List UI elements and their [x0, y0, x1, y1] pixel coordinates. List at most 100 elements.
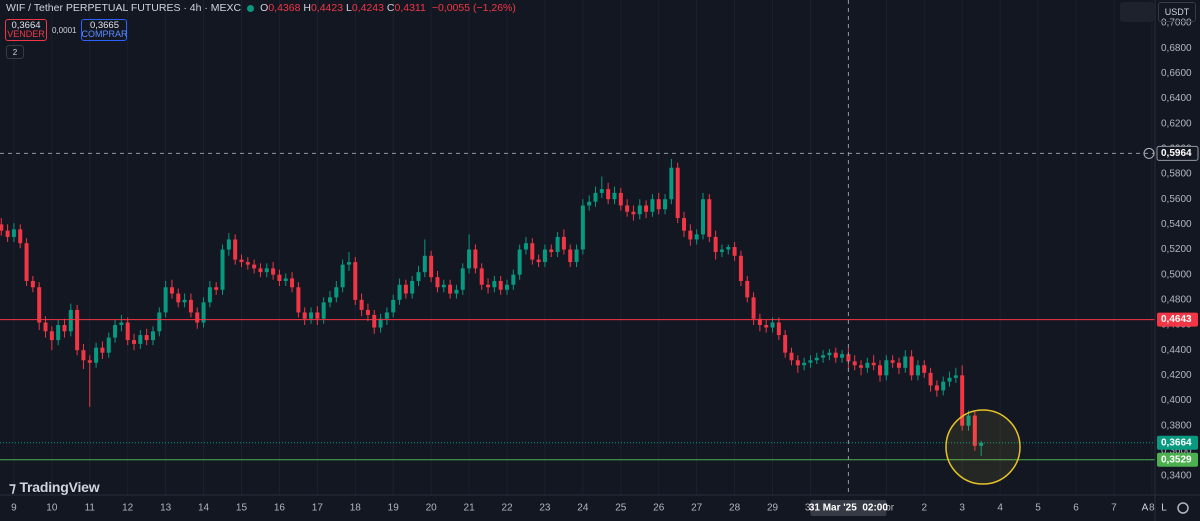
candle-body	[833, 352, 838, 358]
ohlc-key: O	[260, 2, 269, 14]
ohlc-key: H	[303, 2, 311, 14]
candle-body	[498, 280, 503, 290]
candle-body	[549, 249, 554, 253]
candle-body	[846, 354, 851, 362]
candle-body	[580, 205, 585, 250]
time-tag-label: 31 Mar '25 02:00	[809, 503, 889, 514]
candle-body	[795, 360, 800, 366]
collapse-button[interactable]: 2	[6, 45, 24, 59]
ohlc-key: L	[346, 2, 352, 14]
candle-body	[726, 246, 731, 250]
candle-body	[157, 312, 162, 332]
ohlc-value: 0,4243	[351, 2, 384, 14]
settings-icon[interactable]	[1177, 502, 1189, 514]
candle-body	[328, 297, 332, 303]
candle-body	[713, 236, 718, 253]
candle-body	[663, 199, 668, 210]
y-tick-label: 0,4400	[1161, 345, 1192, 356]
drawing-tool[interactable]	[1120, 2, 1154, 22]
ohlc: O0,4368 H0,4423 L0,4243 C0,4311	[260, 2, 426, 14]
candle-body	[814, 357, 819, 361]
candle-body	[517, 249, 522, 275]
candle-body	[511, 274, 516, 285]
x-tick-label: 14	[198, 503, 210, 514]
x-tick-label: 10	[46, 503, 58, 514]
brand-logo: ⁊ TradingView	[9, 479, 100, 495]
candle-body	[821, 355, 826, 358]
candle-body	[625, 205, 630, 212]
x-tick-label: 21	[464, 503, 476, 514]
candle-body	[334, 287, 339, 298]
candle-body	[258, 268, 263, 273]
candle-body	[195, 312, 200, 323]
candle-body	[593, 192, 598, 202]
crosshair-plus	[1143, 147, 1155, 159]
x-tick-label: 29	[767, 503, 779, 514]
candle-body	[827, 352, 832, 356]
candle-body	[928, 372, 933, 386]
x-tick-label: 27	[691, 503, 703, 514]
y-tick-label: 0,7000	[1161, 18, 1192, 29]
axis-button: A	[1142, 503, 1149, 514]
candle-body	[840, 354, 845, 358]
candle-body	[5, 230, 10, 237]
candle-body	[947, 377, 952, 382]
currency[interactable]: USDT	[1158, 2, 1196, 22]
y-tick-label: 0,5800	[1161, 169, 1192, 180]
y-tick-label: 0,6400	[1161, 93, 1192, 104]
x-tick-label: 4	[997, 503, 1003, 514]
candle-body	[100, 347, 105, 353]
candle-body	[922, 365, 927, 373]
candle-body	[429, 255, 434, 278]
candle-body	[30, 280, 35, 288]
buy-price: 0,3665	[89, 20, 119, 31]
candle-body	[871, 362, 876, 366]
buy-button[interactable]: 0,3665 COMPRAR	[81, 19, 127, 41]
x-tick-label: 7	[1111, 503, 1117, 514]
x-tick-label: Abr	[879, 503, 895, 514]
candle-body	[859, 365, 864, 368]
candle-body	[87, 360, 92, 363]
candle-body	[953, 375, 958, 378]
x-tick-label: 3	[959, 503, 965, 514]
x-tick-label: 28	[729, 503, 741, 514]
candle-body	[934, 385, 939, 391]
candle-body	[391, 299, 396, 313]
y-tick-label: 0,5000	[1161, 269, 1192, 280]
candle-body	[207, 287, 212, 303]
candle-body	[896, 362, 901, 368]
candle-body	[264, 268, 269, 273]
candle-body	[675, 167, 680, 219]
candle-body	[738, 255, 743, 281]
x-tick-label: 8	[1149, 503, 1155, 514]
x-tick-label: 23	[539, 503, 551, 514]
candle-body	[188, 299, 193, 313]
candle-body	[479, 268, 484, 285]
overlay	[0, 0, 1155, 495]
candle-body	[296, 287, 301, 313]
x-tick-label: 25	[615, 503, 627, 514]
candle-body	[561, 236, 566, 250]
candle-body	[340, 264, 345, 288]
x-tick-label: 9	[11, 503, 17, 514]
candle-body	[505, 284, 510, 290]
ohlc-value: 0,4423	[310, 2, 344, 14]
sell-button[interactable]: 0,3664 VENDER	[5, 19, 47, 41]
candle-body	[144, 335, 149, 341]
x-tick-label: 19	[388, 503, 400, 514]
candle-body	[435, 277, 440, 288]
candle-body	[884, 360, 889, 376]
candle-body	[214, 287, 219, 290]
candle-body	[707, 199, 712, 237]
candle-body	[277, 274, 282, 281]
candle-body	[365, 309, 370, 315]
candle-body	[62, 325, 67, 332]
candle-body	[309, 312, 314, 319]
candle-body	[346, 262, 351, 265]
candle-body	[637, 205, 642, 215]
price-tag-label: 0,3664	[1161, 437, 1192, 448]
candle-body	[536, 259, 541, 263]
candle-body	[688, 230, 693, 240]
candle-body	[941, 381, 946, 391]
candle-body	[252, 264, 257, 269]
